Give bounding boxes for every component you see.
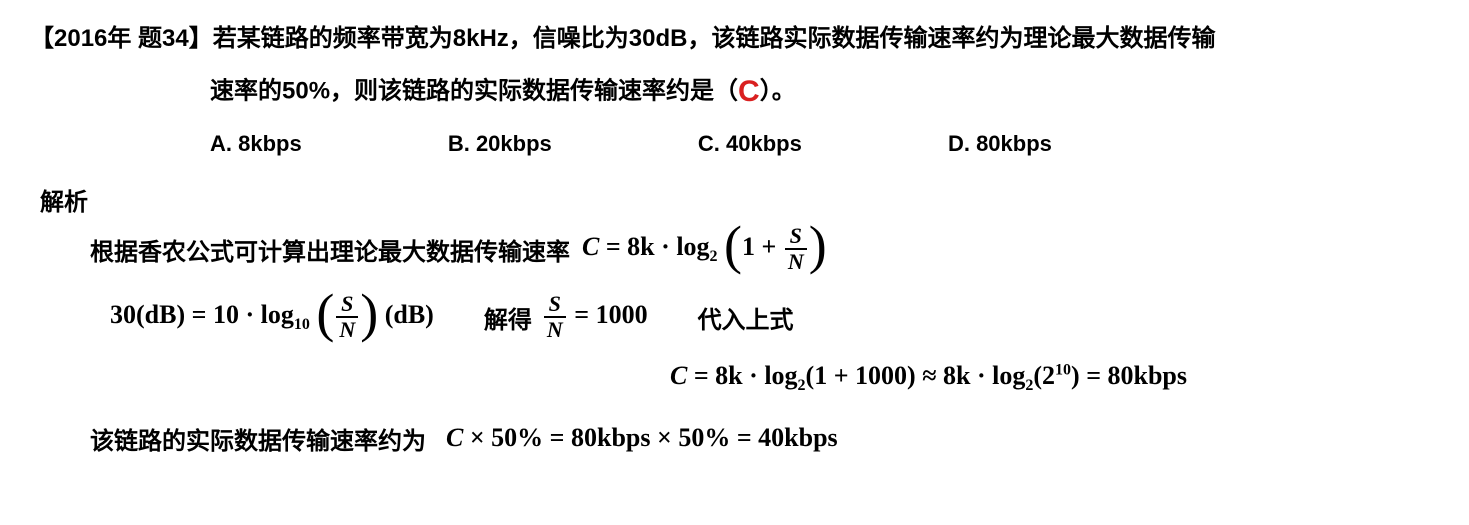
f2-den: N [336, 316, 358, 341]
f3-base: 2 [1042, 361, 1055, 390]
f2-num: S [338, 293, 356, 316]
f2-lhs: 30(dB) [110, 300, 185, 329]
f3-arg1: (1 + 1000) [806, 361, 916, 390]
solve-label: 解得 [484, 300, 532, 335]
lparen-icon: ( [724, 215, 742, 275]
question-suffix: ）。 [760, 78, 796, 105]
f1-eq: = [599, 232, 627, 261]
option-b: B. 20kbps [448, 131, 552, 157]
analysis-line-3: C = 8k · log2(1 + 1000) ≈ 8k · log2(210)… [30, 361, 1439, 395]
f2-log: log [261, 300, 294, 329]
formula-final: C × 50% = 80kbps × 50% = 40kbps [446, 423, 838, 453]
analysis-text-4: 该链路的实际数据传输速率约为 [90, 421, 426, 456]
f3-k: 8k [715, 361, 742, 390]
f3-lhs: C [670, 361, 687, 390]
f3-eq: = [687, 361, 715, 390]
formula-shannon: C = 8k · log2 (1 + SN) [582, 225, 827, 273]
f3-log: log [764, 361, 797, 390]
f3-approx: ≈ [916, 361, 943, 390]
f1-oneplus: 1 + [742, 232, 783, 261]
f2m-num: S [546, 293, 564, 316]
f4-pct2: 50% [678, 423, 730, 452]
analysis-text-1: 根据香农公式可计算出理论最大数据传输速率 [90, 232, 570, 267]
f1-dot: · [655, 232, 677, 261]
substitute-label: 代入上式 [698, 300, 794, 335]
f4-result: 40kbps [758, 423, 838, 452]
answer-letter: C [738, 75, 760, 108]
formula-sn: SN = 1000 [542, 293, 648, 341]
f1-k: 8k [627, 232, 654, 261]
f3-eq2: = [1080, 361, 1108, 390]
f1-den: N [785, 248, 807, 273]
analysis-line-4: 该链路的实际数据传输速率约为 C × 50% = 80kbps × 50% = … [30, 421, 1439, 456]
f2-unit: (dB) [385, 300, 434, 329]
f3-close: ) [1071, 361, 1080, 390]
f2-logbase: 10 [294, 317, 310, 334]
f4-times: × [463, 423, 491, 452]
question-text-2: 速率的50%，则该链路的实际数据传输速率约是（ [210, 78, 738, 105]
f2-frac: SN [336, 293, 358, 341]
question-text-1: 若某链路的频率带宽为8kHz，信噪比为30dB，该链路实际数据传输速率约为理论最… [213, 25, 1216, 52]
option-a: A. 8kbps [210, 131, 302, 157]
f3-dot2: · [970, 361, 992, 390]
f4-pct: 50% [491, 423, 543, 452]
f3-dot: · [743, 361, 765, 390]
analysis-title: 解析 [30, 182, 1439, 217]
f3-logbase: 2 [798, 378, 806, 395]
analysis-line-2: 30(dB) = 10 · log10 (SN) (dB) 解得 SN = 10… [30, 293, 1439, 341]
f2m-frac: SN [544, 293, 566, 341]
f3-result: 80kbps [1108, 361, 1188, 390]
f1-log: log [676, 232, 709, 261]
rparen-icon: ) [809, 215, 827, 275]
option-c: C. 40kbps [698, 131, 802, 157]
f1-logbase: 2 [710, 249, 718, 266]
question-line-1: 【2016年 题34】若某链路的频率带宽为8kHz，信噪比为30dB，该链路实际… [30, 20, 1439, 58]
question-tag: 【2016年 题34】 [30, 25, 213, 52]
lparen2-icon: ( [316, 283, 334, 343]
f2m-val: 1000 [596, 300, 648, 329]
f3-exp: 10 [1055, 362, 1071, 379]
f1-lhs: C [582, 232, 599, 261]
f3-k2: 8k [943, 361, 970, 390]
f4-lhs: C [446, 423, 463, 452]
formula-db: 30(dB) = 10 · log10 (SN) (dB) [110, 293, 434, 341]
f3-open: ( [1033, 361, 1042, 390]
f4-eq: = [543, 423, 571, 452]
f1-frac: SN [785, 225, 807, 273]
solve-segment: 解得 SN = 1000 [484, 293, 648, 341]
f1-num: S [787, 225, 805, 248]
f2-eq: = [185, 300, 213, 329]
formula-result: C = 8k · log2(1 + 1000) ≈ 8k · log2(210)… [670, 361, 1187, 390]
f4-eq2: = [730, 423, 758, 452]
f2m-eq: = [568, 300, 596, 329]
option-d: D. 80kbps [948, 131, 1052, 157]
f2-ten: 10 [213, 300, 239, 329]
f4-times2: × [651, 423, 679, 452]
rparen2-icon: ) [360, 283, 378, 343]
f2m-den: N [544, 316, 566, 341]
question-line-2: 速率的50%，则该链路的实际数据传输速率约是（C）。 [30, 68, 1439, 116]
analysis-line-1: 根据香农公式可计算出理论最大数据传输速率 C = 8k · log2 (1 + … [30, 225, 1439, 273]
f2-dot: · [239, 300, 261, 329]
options-row: A. 8kbps B. 20kbps C. 40kbps D. 80kbps [30, 131, 1439, 157]
f3-log2: log [992, 361, 1025, 390]
f4-mid: 80kbps [571, 423, 651, 452]
